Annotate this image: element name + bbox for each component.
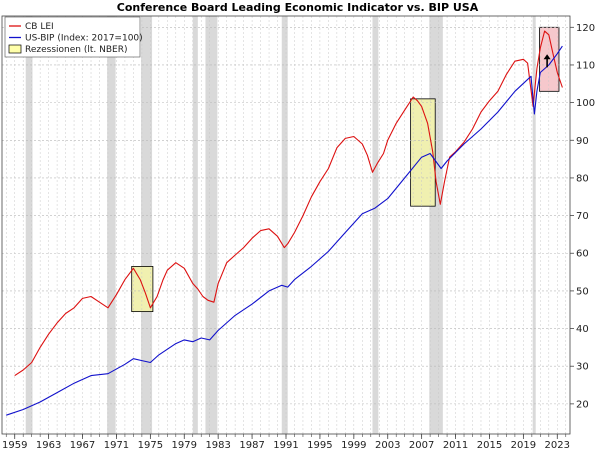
legend-label-1: CB LEI [25, 22, 54, 32]
chart-title: Conference Board Leading Economic Indica… [117, 1, 479, 14]
series-line-us-bip [6, 45, 563, 416]
arrow-up-icon [543, 54, 551, 60]
y-tick-label: 100 [576, 98, 595, 109]
x-tick-label: 1987 [239, 440, 264, 450]
x-tick-label: 2019 [511, 440, 536, 450]
recession-bands [25, 16, 536, 434]
legend: CB LEI US-BIP (Index: 2017=100)Rezessione… [4, 16, 143, 58]
axes: 20 30 40 50 60 70 80 90 100 110 120 1959 1963 1967 197… [1, 15, 595, 450]
recession-band-2 [107, 16, 116, 434]
recession-band-5 [205, 16, 218, 434]
recession-band-8 [429, 16, 443, 434]
recession-band-6 [281, 16, 288, 434]
x-tick-label: 2007 [409, 440, 434, 450]
recession-band-7 [372, 16, 379, 434]
highlight-box-2 [410, 98, 436, 207]
x-tick-label: 1971 [104, 440, 129, 450]
recession-band-3 [141, 16, 153, 434]
x-tick-label: 2015 [477, 440, 502, 450]
y-tick-label: 80 [576, 173, 589, 184]
x-tick-label: 1991 [273, 440, 298, 450]
legend-box [4, 16, 141, 58]
x-tick-label: 1975 [138, 440, 163, 450]
y-tick-label: 120 [576, 23, 595, 34]
series-lines [6, 30, 563, 416]
legend-label-2: US-BIP (Index: 2017=100) [25, 34, 143, 44]
grid [2, 16, 570, 434]
x-tick-label: 1995 [307, 440, 332, 450]
x-tick-label: 1999 [341, 440, 366, 450]
y-tick-label: 40 [576, 324, 589, 335]
series-line-cb-lei [14, 30, 563, 377]
x-tick-label: 1959 [2, 440, 27, 450]
legend-swatch-3 [8, 44, 22, 54]
x-tick-label: 1967 [70, 440, 95, 450]
y-tick-label: 90 [576, 136, 589, 147]
recession-band-9 [532, 16, 536, 434]
x-tick-label: 1979 [172, 440, 197, 450]
x-tick-label: 2011 [443, 440, 468, 450]
annotations [543, 54, 551, 68]
x-tick-label: 1963 [36, 440, 61, 450]
recession-band-4 [192, 16, 198, 434]
y-tick-label: 70 [576, 211, 589, 222]
y-tick-label: 110 [576, 60, 595, 71]
y-tick-label: 30 [576, 362, 589, 373]
y-tick-label: 20 [576, 399, 589, 410]
x-tick-label: 1983 [205, 440, 230, 450]
x-tick-label: 2003 [375, 440, 400, 450]
recession-band-1 [25, 16, 33, 434]
y-tick-label: 50 [576, 286, 589, 297]
y-tick-label: 60 [576, 249, 589, 260]
legend-label-3: Rezessionen (lt. NBER) [25, 45, 127, 55]
x-tick-label: 2023 [545, 440, 570, 450]
